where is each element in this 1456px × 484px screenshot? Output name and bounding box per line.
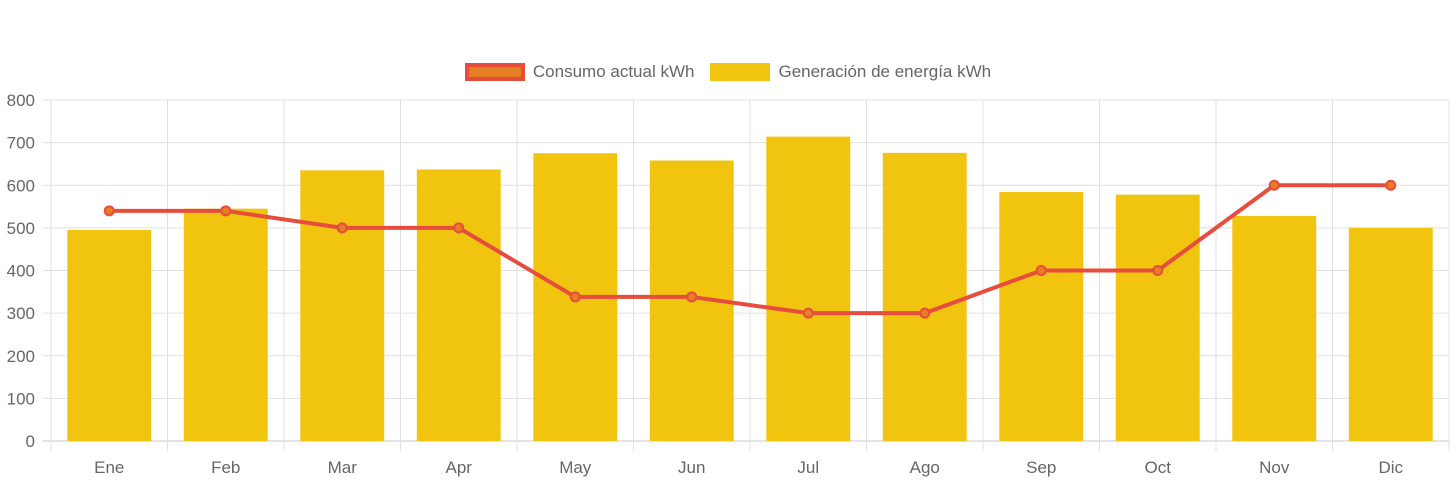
- line-point[interactable]: [569, 291, 581, 303]
- x-tick-label: Dic: [1378, 458, 1403, 477]
- line-point[interactable]: [1035, 265, 1047, 276]
- bar[interactable]: [1115, 194, 1200, 441]
- y-tick-label: 500: [7, 219, 35, 238]
- bar[interactable]: [766, 136, 851, 441]
- line-point[interactable]: [1152, 265, 1164, 276]
- legend-label-consumo: Consumo actual kWh: [532, 62, 695, 81]
- legend: Consumo actual kWh Generación de energía…: [0, 62, 1456, 82]
- x-tick-label: Nov: [1259, 458, 1290, 477]
- y-tick-label: 100: [7, 389, 35, 408]
- line-point[interactable]: [686, 291, 698, 303]
- x-tick-label: Apr: [446, 458, 473, 477]
- bar[interactable]: [1232, 215, 1317, 441]
- y-tick-label: 400: [7, 262, 35, 281]
- y-tick-label: 200: [7, 347, 35, 366]
- x-tick-label: Sep: [1026, 458, 1056, 477]
- legend-swatch-consumo: [464, 63, 525, 81]
- line-point[interactable]: [802, 307, 814, 319]
- y-tick-label: 0: [26, 432, 35, 451]
- line-point[interactable]: [453, 222, 465, 234]
- bar[interactable]: [300, 170, 385, 442]
- bar[interactable]: [1348, 227, 1433, 441]
- bar[interactable]: [183, 208, 268, 441]
- x-tick-label: Mar: [328, 458, 358, 477]
- bar[interactable]: [999, 192, 1084, 441]
- bar[interactable]: [67, 230, 152, 441]
- x-tick-label: Feb: [211, 458, 240, 477]
- legend-label-generacion: Generación de energía kWh: [778, 62, 992, 81]
- bar[interactable]: [416, 169, 501, 441]
- x-tick-label: Ene: [94, 458, 124, 477]
- line-consumo: [109, 183, 1391, 316]
- y-tick-label: 300: [7, 304, 35, 323]
- line-point[interactable]: [220, 205, 232, 217]
- line-point[interactable]: [1268, 179, 1280, 191]
- y-tick-label: 600: [7, 176, 35, 195]
- y-tick-label: 700: [7, 134, 35, 153]
- legend-swatch-generacion: [710, 63, 771, 81]
- line-point[interactable]: [1385, 179, 1397, 191]
- x-tick-label: May: [559, 458, 592, 477]
- x-tick-label: Ago: [910, 458, 940, 477]
- x-tick-label: Jun: [678, 458, 705, 477]
- legend-item-generacion[interactable]: Generación de energía kWh: [710, 62, 991, 82]
- legend-item-consumo[interactable]: Consumo actual kWh: [464, 62, 695, 82]
- x-tick-label: Jul: [797, 458, 819, 477]
- line-point[interactable]: [336, 222, 348, 234]
- x-tick-label: Oct: [1145, 458, 1172, 477]
- y-tick-label: 800: [7, 91, 35, 110]
- bar[interactable]: [882, 152, 967, 442]
- line-point[interactable]: [919, 307, 931, 319]
- line-point[interactable]: [103, 205, 115, 217]
